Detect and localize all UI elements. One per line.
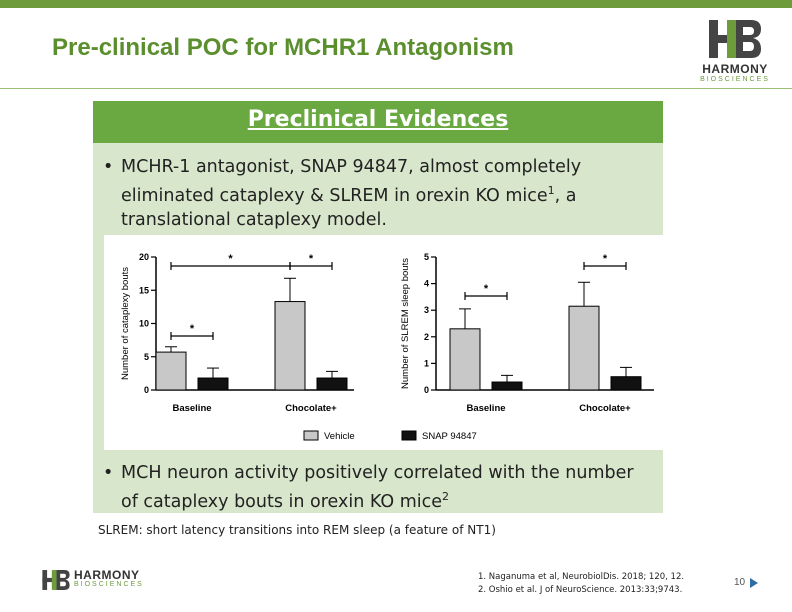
y-axis-label: Number of cataplexy bouts: [120, 267, 131, 380]
bullet-1-tail: , a translational cataplexy model.: [121, 185, 577, 230]
bar: [449, 328, 481, 391]
bullet-1-text: MCHR-1 antagonist, SNAP 94847, almost co…: [121, 157, 582, 206]
y-tick-label: 4: [424, 279, 429, 289]
x-tick-label: Baseline: [466, 403, 505, 414]
logo-subtitle: BIOSCIENCES: [74, 581, 144, 588]
y-tick-label: 0: [424, 385, 429, 395]
y-tick-label: 5: [144, 352, 149, 362]
bullet-1-ref: 1: [547, 184, 555, 197]
bar: [274, 301, 306, 391]
y-tick-label: 10: [139, 319, 149, 329]
legend-swatch: [303, 430, 319, 441]
bar: [155, 351, 187, 391]
y-tick-label: 0: [144, 385, 149, 395]
next-arrow-icon[interactable]: [750, 578, 758, 588]
y-tick-label: 1: [424, 358, 429, 368]
y-tick-label: 2: [424, 332, 429, 342]
y-tick-label: 5: [424, 252, 429, 262]
panel-header-title: Preclinical Evidences: [247, 107, 509, 132]
reference-2: 2. Oshio et al. J of NeuroScience. 2013:…: [478, 585, 683, 595]
bullet-2-text: MCH neuron activity positively correlate…: [121, 463, 634, 512]
harmony-logo-mark-icon: [42, 570, 70, 590]
bar: [568, 305, 600, 391]
logo-wordmark: HARMONY: [702, 62, 768, 76]
logo-subtitle: BIOSCIENCES: [700, 76, 770, 83]
significance-star: *: [190, 323, 195, 335]
harmony-logo-mark-icon: [709, 20, 761, 58]
bullet-2: • MCH neuron activity positively correla…: [103, 461, 653, 514]
title-divider: [0, 88, 792, 89]
slrem-footnote: SLREM: short latency transitions into RE…: [98, 523, 496, 537]
panel-header: Preclinical Evidences: [93, 101, 663, 143]
x-tick-label: Baseline: [172, 403, 211, 414]
y-tick-label: 20: [139, 252, 149, 262]
y-axis-label: Number of SLREM sleep bouts: [400, 258, 411, 389]
references: 1. Naganuma et al, NeurobiolDis. 2018; 1…: [478, 571, 684, 597]
bullet-2-ref: 2: [442, 490, 450, 503]
bar: [491, 381, 523, 391]
significance-star: *: [228, 253, 233, 265]
significance-star: *: [603, 253, 608, 265]
page-number: 10: [734, 577, 746, 588]
bullet-dot: •: [103, 463, 114, 483]
bullet-1: • MCHR-1 antagonist, SNAP 94847, almost …: [103, 155, 653, 232]
y-tick-label: 15: [139, 285, 149, 295]
legend-label: Vehicle: [324, 431, 355, 442]
significance-star: *: [309, 253, 314, 265]
x-tick-label: Chocolate+: [285, 403, 337, 414]
x-tick-label: Chocolate+: [579, 403, 631, 414]
top-accent-bar: [0, 0, 792, 8]
chart-area: 0 5 10 15 20 Number of cataplexy bouts Baselin…: [104, 235, 664, 450]
bar: [610, 376, 642, 391]
bullet-dot: •: [103, 157, 114, 177]
logo-wordmark: HARMONY: [74, 568, 140, 582]
legend-label: SNAP 94847: [422, 431, 477, 442]
significance-star: *: [484, 283, 489, 295]
bar: [197, 377, 229, 391]
harmony-logo-footer: HARMONY BIOSCIENCES: [40, 568, 160, 592]
reference-1: 1. Naganuma et al, NeurobiolDis. 2018; 1…: [478, 572, 685, 582]
legend-swatch: [401, 430, 417, 441]
y-tick-label: 3: [424, 305, 429, 315]
bar: [316, 377, 348, 391]
page-title: Pre-clinical POC for MCHR1 Antagonism: [52, 34, 514, 61]
harmony-logo: HARMONY BIOSCIENCES: [695, 18, 775, 84]
